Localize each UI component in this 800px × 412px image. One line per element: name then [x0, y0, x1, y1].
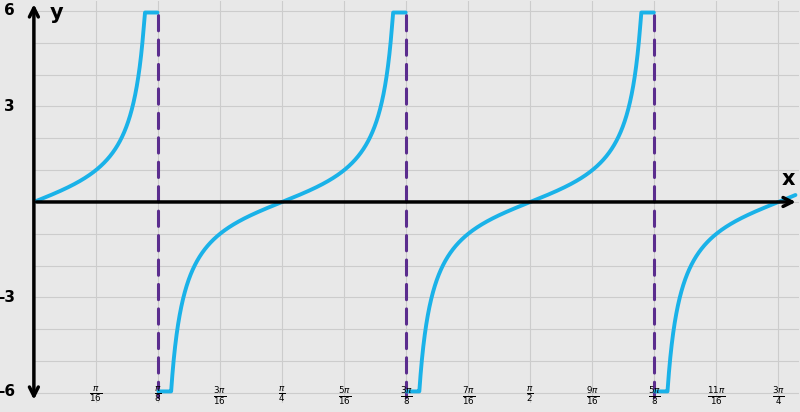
Text: $\frac{\pi}{16}$: $\frac{\pi}{16}$: [90, 385, 102, 404]
Text: $\frac{11\pi}{16}$: $\frac{11\pi}{16}$: [707, 385, 726, 407]
Text: $\frac{5\pi}{16}$: $\frac{5\pi}{16}$: [338, 385, 350, 407]
Text: $\frac{\pi}{8}$: $\frac{\pi}{8}$: [154, 385, 162, 404]
Text: 6: 6: [4, 3, 15, 19]
Text: $\frac{7\pi}{16}$: $\frac{7\pi}{16}$: [462, 385, 474, 407]
Text: $\frac{\pi}{4}$: $\frac{\pi}{4}$: [278, 385, 286, 404]
Text: $\frac{3\pi}{16}$: $\frac{3\pi}{16}$: [214, 385, 226, 407]
Text: -3: -3: [0, 290, 15, 305]
Text: $\frac{9\pi}{16}$: $\frac{9\pi}{16}$: [586, 385, 599, 407]
Text: $\frac{5\pi}{8}$: $\frac{5\pi}{8}$: [648, 385, 661, 407]
Text: -6: -6: [0, 384, 15, 399]
Text: $\frac{\pi}{2}$: $\frac{\pi}{2}$: [526, 385, 534, 404]
Text: y: y: [50, 3, 63, 23]
Text: x: x: [782, 169, 795, 189]
Text: $\frac{3\pi}{4}$: $\frac{3\pi}{4}$: [772, 385, 785, 407]
Text: 3: 3: [4, 99, 15, 114]
Text: $\frac{3\pi}{8}$: $\frac{3\pi}{8}$: [400, 385, 413, 407]
